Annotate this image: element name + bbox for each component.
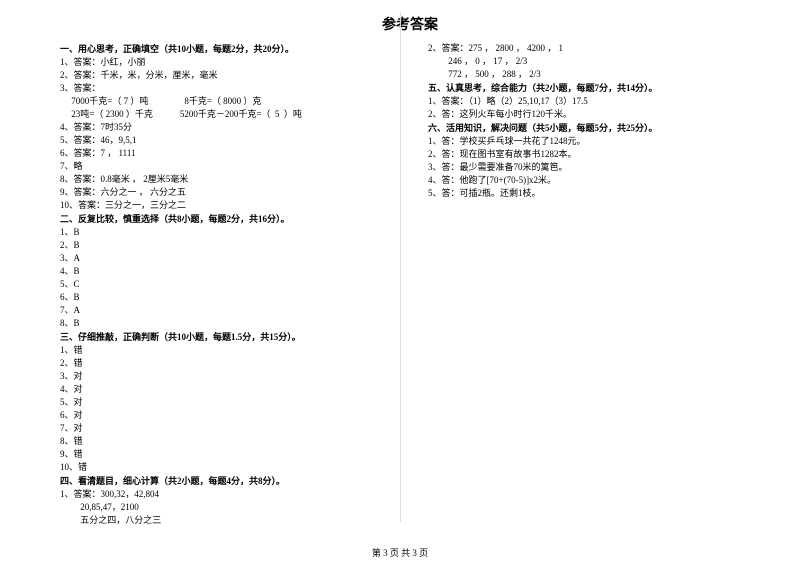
answer-line: 3、答案： (60, 82, 392, 95)
answer-line: 4、答：他跑了[70+(70-5)]x2米。 (428, 174, 760, 187)
answer-line: 8、B (60, 317, 392, 330)
answer-line: 23吨=（ 2300 ）千克 5200千克－200千克=（ 5 ）吨 (60, 108, 392, 121)
answer-line: 2、答：现在图书室有故事书1282本。 (428, 148, 760, 161)
answer-line: 6、B (60, 291, 392, 304)
answer-line: 5、C (60, 278, 392, 291)
answer-line: 7、A (60, 304, 392, 317)
answer-line: 2、B (60, 239, 392, 252)
answer-line: 7、略 (60, 160, 392, 173)
answer-line: 5、答案：46，9,5,1 (60, 134, 392, 147)
answer-line: 五分之四，八分之三 (60, 514, 392, 527)
column-divider (400, 12, 401, 522)
section-head: 一、用心思考，正确填空（共10小题，每题2分，共20分）。 (60, 43, 392, 56)
answer-line: 7000千克=（ 7 ）吨 8千克=（ 8000 ）克 (60, 95, 392, 108)
answer-line: 5、对 (60, 396, 392, 409)
answer-line: 5、答：可插2瓶。还剩1枝。 (428, 187, 760, 200)
answer-key-page: 参考答案 一、用心思考，正确填空（共10小题，每题2分，共20分）。1、答案：小… (0, 0, 800, 565)
section-head: 五、认真思考，综合能力（共2小题，每题7分，共14分）。 (428, 82, 760, 95)
page-footer: 第 3 页 共 3 页 (0, 546, 800, 559)
answer-line: 2、答案：千米，米，分米，厘米，毫米 (60, 69, 392, 82)
answer-line: 4、B (60, 265, 392, 278)
answer-line: 8、答案：0.8毫米 ， 2厘米5毫米 (60, 173, 392, 186)
section-head: 四、看清题目，细心计算（共2小题，每题4分，共8分）。 (60, 475, 392, 488)
answer-line: 2、答：这列火车每小时行120千米。 (428, 108, 760, 121)
answer-line: 3、A (60, 252, 392, 265)
answer-line: 9、答案：六分之一 ， 六分之五 (60, 186, 392, 199)
answer-line: 10、答案：三分之一，三分之二 (60, 199, 392, 212)
answer-line: 1、答案：小红，小丽 (60, 56, 392, 69)
answer-line: 9、错 (60, 448, 392, 461)
answer-line: 2、答案：275 ， 2800 ， 4200 ， 1 (428, 42, 760, 55)
answer-line: 2、错 (60, 357, 392, 370)
answer-line: 1、答案：300,32，42,804 (60, 488, 392, 501)
answer-line: 10、错 (60, 461, 392, 474)
answer-line: 8、错 (60, 435, 392, 448)
answer-line: 7、对 (60, 422, 392, 435)
answer-line: 20,85,47，2100 (60, 501, 392, 514)
answer-line: 246 ， 0 ， 17 ， 2/3 (428, 55, 760, 68)
answer-line: 1、B (60, 226, 392, 239)
content-columns: 一、用心思考，正确填空（共10小题，每题2分，共20分）。1、答案：小红，小丽2… (60, 42, 760, 537)
answer-line: 4、对 (60, 383, 392, 396)
answer-line: 6、答案：7 ， 1111 (60, 147, 392, 160)
answer-line: 4、答案：7时35分 (60, 121, 392, 134)
answer-line: 1、答案：（1）略（2）25,10,17（3）17.5 (428, 95, 760, 108)
section-head: 二、反复比较，慎重选择（共8小题，每题2分，共16分）。 (60, 213, 392, 226)
section-head: 六、活用知识，解决问题（共5小题，每题5分，共25分）。 (428, 122, 760, 135)
answer-line: 772 ， 500 ， 288 ， 2/3 (428, 68, 760, 81)
page-title: 参考答案 (60, 14, 760, 34)
answer-line: 3、答：最少需要准备70米的篱笆。 (428, 161, 760, 174)
section-head: 三、仔细推敲，正确判断（共10小题，每题1.5分，共15分）。 (60, 331, 392, 344)
answer-line: 1、错 (60, 344, 392, 357)
answer-line: 6、对 (60, 409, 392, 422)
answer-line: 1、答：学校买乒乓球一共花了1248元。 (428, 135, 760, 148)
answer-line: 3、对 (60, 370, 392, 383)
